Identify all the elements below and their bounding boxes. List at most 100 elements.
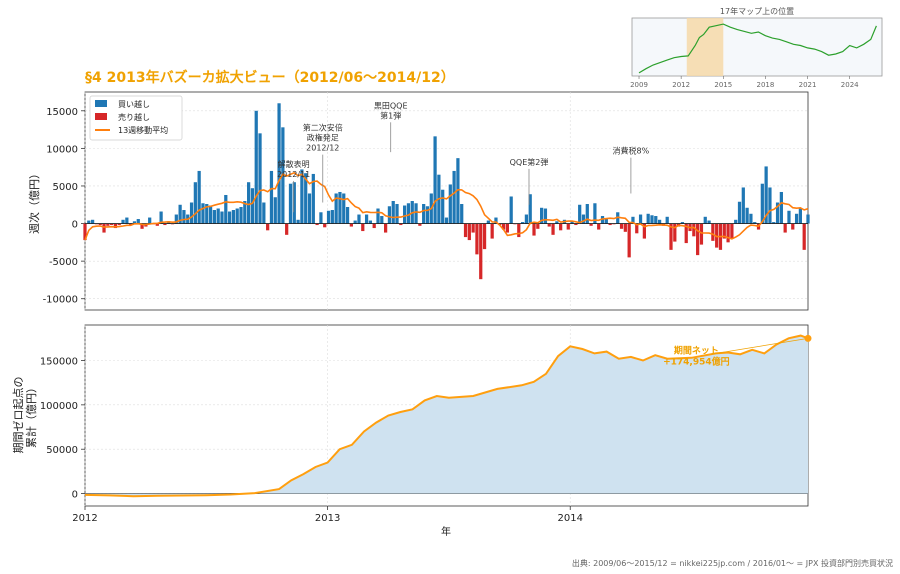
weekly-bar <box>227 211 232 224</box>
weekly-bar <box>338 191 342 224</box>
weekly-bar <box>277 103 281 224</box>
text-line: 政権発足 <box>307 133 339 143</box>
weekly-bar <box>372 223 376 229</box>
cumulative-x-ticks: 2012 2013 2014 <box>72 506 583 524</box>
weekly-bar <box>520 222 525 224</box>
weekly-bar <box>296 219 300 224</box>
legend-frame <box>89 95 183 141</box>
weekly-y-ticks: 15000 10000 5000 0 -5000 -10000 <box>43 107 85 306</box>
weekly-bar <box>269 170 274 224</box>
weekly-bar <box>403 205 407 224</box>
weekly-bar <box>692 223 696 237</box>
weekly-bar <box>113 223 118 229</box>
event-annotations: 解散表明 2012/11 第二次安倍政権発足 2012/12 黒田QQE 第1弾 QQE第2… <box>277 101 650 213</box>
weekly-bar <box>657 219 662 224</box>
weekly-bar <box>501 223 506 230</box>
weekly-bar <box>574 223 578 226</box>
weekly-bar <box>479 223 483 280</box>
weekly-bar <box>395 204 399 224</box>
weekly-bar <box>121 219 125 224</box>
inset-frame <box>631 17 883 77</box>
weekly-bar <box>794 213 799 224</box>
weekly-bar <box>345 207 350 224</box>
weekly-bar <box>136 219 140 224</box>
weekly-bar <box>83 223 87 241</box>
cumulative-trend-line <box>710 337 809 355</box>
weekly-bar <box>163 223 167 226</box>
text-line: +174,954億円 <box>663 355 730 367</box>
weekly-bar <box>517 223 521 238</box>
text-line: 黒田QQE <box>374 101 408 110</box>
cumulative-y-ticks: 150000 100000 50000 0 <box>40 356 85 501</box>
weekly-bar <box>528 194 532 224</box>
legend-swatch-sell <box>95 113 107 120</box>
weekly-bar <box>760 183 764 224</box>
weekly-bar <box>224 194 228 224</box>
weekly-bar <box>566 223 570 230</box>
weekly-bar <box>349 223 353 227</box>
weekly-bar <box>699 223 704 245</box>
weekly-bar <box>342 193 346 224</box>
weekly-bar <box>456 158 460 224</box>
weekly-bar <box>304 173 308 224</box>
weekly-bar <box>311 173 315 224</box>
weekly-y-tick-label: 0 <box>72 220 78 231</box>
weekly-bar <box>384 223 388 233</box>
weekly-panel: 15000 10000 5000 0 -5000 -10000 解散表明 2012/11 第二… <box>27 91 810 311</box>
weekly-bar <box>307 193 312 224</box>
weekly-bar <box>798 208 802 224</box>
weekly-bar <box>475 223 479 255</box>
weekly-bar <box>593 203 597 224</box>
weekly-y-tick-label: 5000 <box>53 182 78 193</box>
weekly-bar <box>231 210 236 224</box>
weekly-bar <box>399 223 403 226</box>
weekly-bar <box>734 219 738 224</box>
weekly-bar <box>452 170 456 224</box>
weekly-bar <box>288 183 293 224</box>
weekly-bar <box>505 223 509 233</box>
legend-label-buy: 買い越し <box>118 99 150 109</box>
weekly-bar <box>581 214 586 224</box>
weekly-bar <box>600 216 605 224</box>
weekly-y-axis-label: 週次（億円） <box>27 168 41 234</box>
section-title: §4 2013年バズーカ拡大ビュー（2012/06〜2014/12） <box>85 69 455 86</box>
weekly-bar <box>467 223 471 241</box>
source-footer: 出典: 2009/06〜2015/12 = nikkei225jp.com / … <box>572 558 893 568</box>
weekly-y-tick-label: 10000 <box>46 144 78 155</box>
weekly-bar <box>482 223 487 250</box>
weekly-bar <box>155 223 159 226</box>
weekly-bar <box>597 223 601 230</box>
weekly-bar <box>201 203 205 224</box>
x-tick-label: 2014 <box>558 513 583 524</box>
weekly-bar <box>619 223 624 229</box>
inset-x-tick-label: 2024 <box>841 81 859 89</box>
weekly-bar <box>547 223 551 227</box>
weekly-legend: 買い越し 売り越し 13週移動平均 <box>89 95 183 141</box>
weekly-grid <box>84 92 808 310</box>
annotation-label: 黒田QQE 第1弾 <box>374 101 408 120</box>
weekly-bar <box>764 166 768 224</box>
inset-x-tick-label: 2021 <box>799 81 817 89</box>
weekly-bar <box>364 214 369 224</box>
cumulative-y-tick-label: 150000 <box>40 356 78 367</box>
weekly-bar <box>319 212 323 224</box>
weekly-bar <box>635 223 639 234</box>
weekly-bar <box>726 223 730 243</box>
weekly-bar <box>589 223 593 226</box>
weekly-y-tick-label: -10000 <box>43 295 78 306</box>
weekly-bar <box>673 223 677 242</box>
weekly-bar <box>406 203 411 224</box>
weekly-bar <box>220 211 224 224</box>
weekly-bar <box>250 188 255 224</box>
inset-x-tick-label: 2009 <box>630 81 648 89</box>
weekly-panel-frame <box>84 91 809 311</box>
weekly-bar <box>178 204 182 224</box>
weekly-bar <box>258 133 262 224</box>
x-tick-label: 2013 <box>315 513 340 524</box>
weekly-bar <box>585 204 589 224</box>
weekly-bar <box>646 213 650 224</box>
inset-x-tick-label: 2015 <box>714 81 732 89</box>
weekly-bar <box>665 216 669 224</box>
weekly-bar <box>266 223 270 231</box>
